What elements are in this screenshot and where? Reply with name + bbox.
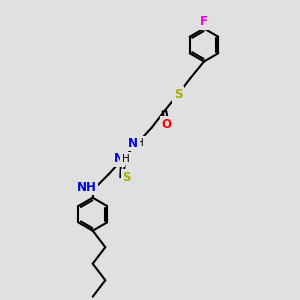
Text: O: O: [162, 118, 172, 131]
Text: NH: NH: [77, 181, 97, 194]
Text: S: S: [174, 88, 182, 101]
Text: N: N: [113, 152, 124, 165]
Text: H: H: [136, 138, 144, 148]
Text: S: S: [122, 171, 131, 184]
Text: H: H: [122, 154, 129, 164]
Text: F: F: [200, 15, 208, 28]
Text: N: N: [128, 136, 138, 150]
